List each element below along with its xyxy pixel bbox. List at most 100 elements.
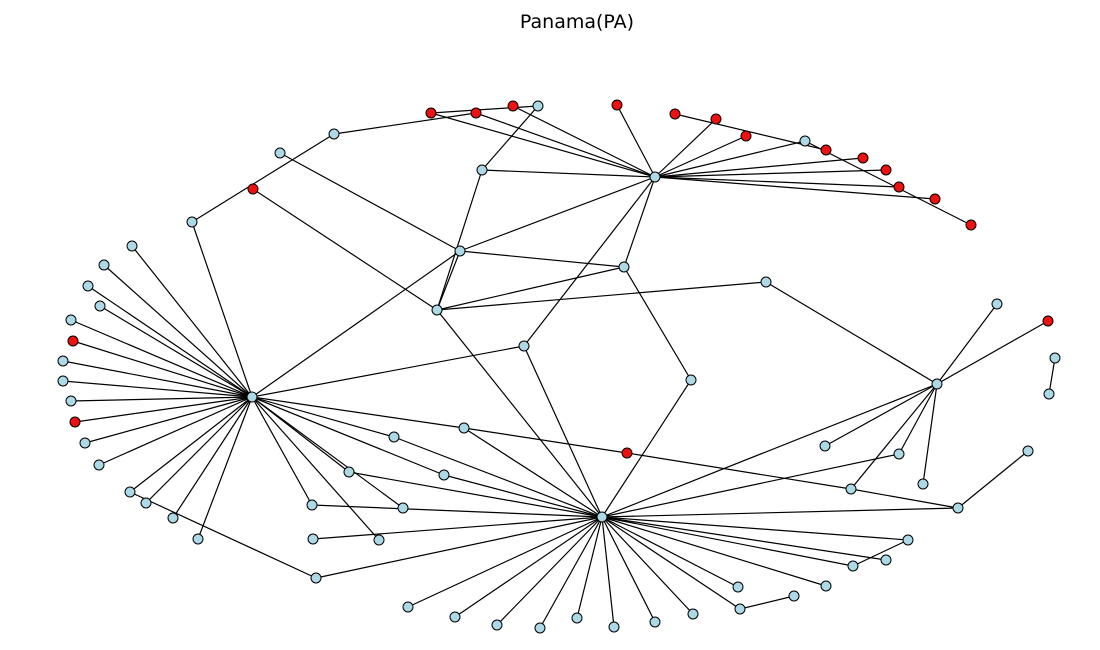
graph-edge (311, 504, 603, 518)
graph-node (952, 502, 964, 514)
graph-node-highlighted (621, 447, 633, 459)
graph-edge (623, 176, 656, 268)
graph-edge (824, 383, 938, 447)
graph-edge (191, 221, 253, 398)
graph-edge (936, 320, 1049, 385)
graph-edge (98, 396, 253, 466)
graph-edge (103, 264, 253, 398)
graph-edge (251, 396, 465, 429)
graph-edge (251, 250, 461, 398)
graph-node (328, 128, 340, 140)
graph-edge (922, 383, 938, 485)
graph-node (186, 216, 198, 228)
graph-node-highlighted (893, 181, 905, 193)
graph-node (732, 581, 744, 593)
graph-edge (443, 474, 603, 518)
graph-node (788, 590, 800, 602)
graph-edge (601, 383, 938, 518)
graph-edge (601, 516, 615, 628)
graph-node-highlighted (247, 183, 259, 195)
graph-node-highlighted (611, 99, 623, 111)
graph-edge (393, 436, 603, 518)
graph-node (618, 261, 630, 273)
graph-edge (654, 135, 747, 178)
graph-edge (601, 453, 900, 518)
graph-edge (576, 516, 603, 619)
graph-node (649, 616, 661, 628)
graph-edge (512, 105, 656, 178)
graph-edge (539, 516, 603, 629)
graph-node-highlighted (710, 113, 722, 125)
graph-edge (251, 396, 404, 509)
graph-node (57, 355, 69, 367)
graph-edge (957, 450, 1029, 509)
graph-node (140, 497, 152, 509)
graph-node-highlighted (965, 219, 977, 231)
graph-node (532, 100, 544, 112)
graph-node (65, 395, 77, 407)
graph-node (438, 469, 450, 481)
graph-node (931, 378, 943, 390)
graph-edge (62, 380, 253, 398)
graph-edge (436, 281, 767, 311)
graph-edge (74, 396, 253, 423)
graph-node (608, 621, 620, 633)
graph-edge (601, 507, 959, 518)
graph-edge (936, 303, 998, 385)
graph-node (571, 612, 583, 624)
graph-edge (279, 152, 461, 252)
graph-node (431, 304, 443, 316)
graph-edge (654, 176, 900, 188)
graph-node (167, 512, 179, 524)
graph-edge (850, 383, 938, 490)
graph-edge (252, 188, 438, 311)
graph-edge (348, 471, 603, 518)
graph-edge (601, 516, 827, 587)
graph-edge (496, 516, 603, 626)
graph-node-highlighted (470, 107, 482, 119)
graph-edge (131, 245, 253, 398)
graph-edge (850, 488, 959, 509)
graph-node (93, 459, 105, 471)
graph-edge (626, 452, 852, 490)
graph-node (343, 466, 355, 478)
graph-edge (898, 383, 938, 455)
graph-edge (852, 539, 909, 567)
graph-edge (430, 112, 656, 178)
graph-node (880, 554, 892, 566)
graph-node (1022, 445, 1034, 457)
graph-node (310, 572, 322, 584)
graph-node (65, 314, 77, 326)
graph-edge (251, 396, 313, 506)
graph-edge (475, 112, 656, 178)
graph-node (893, 448, 905, 460)
graph-edge (654, 169, 887, 178)
graph-node-highlighted (929, 193, 941, 205)
graph-node (124, 486, 136, 498)
graph-edge (436, 266, 625, 311)
graph-node (458, 422, 470, 434)
graph-edge (654, 118, 717, 178)
graph-node-highlighted (880, 164, 892, 176)
graph-edge (407, 516, 603, 608)
graph-edge (251, 396, 395, 438)
graph-node (274, 147, 286, 159)
graph-edge (459, 250, 625, 268)
graph-node-highlighted (1042, 315, 1054, 327)
graph-node-highlighted (425, 107, 437, 119)
graph-node (397, 502, 409, 514)
graph-edge (616, 104, 656, 178)
graph-node (454, 245, 466, 257)
graph-edge (1048, 357, 1056, 395)
graph-node (1049, 352, 1061, 364)
graph-edge (312, 516, 603, 540)
graph-edge (430, 105, 539, 114)
graph-node (685, 374, 697, 386)
graph-edge (84, 396, 253, 444)
graph-edge (481, 169, 656, 178)
graph-node (306, 499, 318, 511)
graph-node (57, 375, 69, 387)
graph-node (402, 601, 414, 613)
graph-node-highlighted (820, 144, 832, 156)
graph-edge (739, 595, 795, 610)
